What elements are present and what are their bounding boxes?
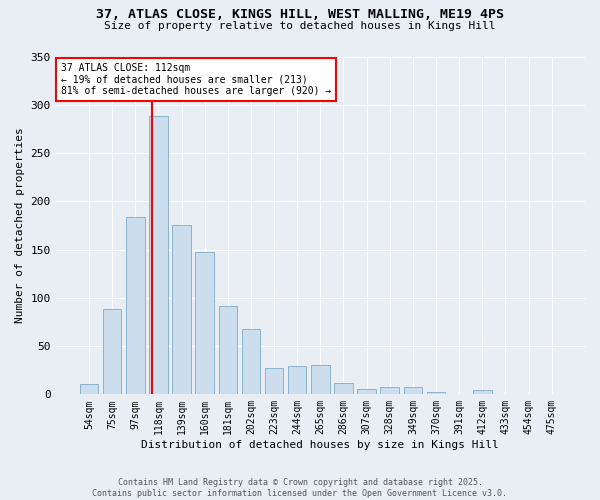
Bar bbox=[172, 226, 191, 394]
X-axis label: Distribution of detached houses by size in Kings Hill: Distribution of detached houses by size … bbox=[142, 440, 499, 450]
Bar bbox=[103, 310, 121, 394]
Text: Contains HM Land Registry data © Crown copyright and database right 2025.
Contai: Contains HM Land Registry data © Crown c… bbox=[92, 478, 508, 498]
Bar bbox=[427, 392, 445, 394]
Bar bbox=[358, 388, 376, 394]
Bar bbox=[404, 386, 422, 394]
Y-axis label: Number of detached properties: Number of detached properties bbox=[15, 128, 25, 324]
Bar bbox=[218, 306, 237, 394]
Bar bbox=[242, 328, 260, 394]
Text: 37, ATLAS CLOSE, KINGS HILL, WEST MALLING, ME19 4PS: 37, ATLAS CLOSE, KINGS HILL, WEST MALLIN… bbox=[96, 8, 504, 20]
Bar bbox=[149, 116, 167, 394]
Bar bbox=[265, 368, 283, 394]
Bar bbox=[311, 366, 329, 394]
Text: 37 ATLAS CLOSE: 112sqm
← 19% of detached houses are smaller (213)
81% of semi-de: 37 ATLAS CLOSE: 112sqm ← 19% of detached… bbox=[61, 64, 331, 96]
Text: Size of property relative to detached houses in Kings Hill: Size of property relative to detached ho… bbox=[104, 21, 496, 31]
Bar bbox=[126, 216, 145, 394]
Bar bbox=[380, 386, 399, 394]
Bar bbox=[473, 390, 491, 394]
Bar bbox=[288, 366, 307, 394]
Bar bbox=[196, 252, 214, 394]
Bar bbox=[334, 383, 353, 394]
Bar bbox=[80, 384, 98, 394]
